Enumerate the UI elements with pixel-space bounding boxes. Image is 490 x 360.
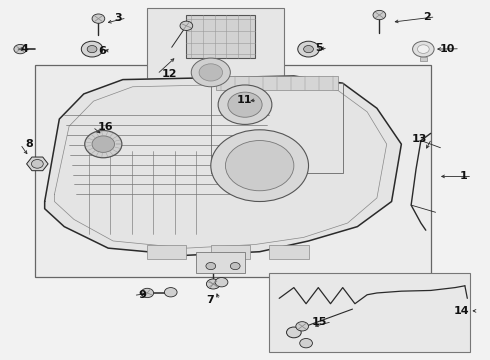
Circle shape [287,327,301,338]
Circle shape [14,44,26,54]
Circle shape [141,288,154,298]
Text: 8: 8 [25,139,33,149]
Polygon shape [45,76,401,255]
Bar [196,252,245,273]
Circle shape [81,41,103,57]
Text: 6: 6 [98,46,106,56]
Circle shape [304,45,314,53]
Circle shape [199,64,222,81]
Bar [147,244,186,259]
Bar [35,65,431,277]
Bar [211,83,343,173]
Circle shape [417,45,429,53]
Bar [147,8,284,101]
Text: 4: 4 [20,44,28,54]
Circle shape [215,278,228,287]
Circle shape [92,14,105,23]
Circle shape [298,41,319,57]
Polygon shape [26,157,48,171]
Circle shape [164,288,177,297]
Text: 1: 1 [460,171,467,181]
Circle shape [191,58,230,87]
Text: 15: 15 [312,317,327,327]
Text: 11: 11 [237,95,252,105]
Circle shape [230,262,240,270]
Circle shape [206,279,220,289]
Circle shape [211,130,309,202]
Circle shape [413,41,434,57]
Circle shape [225,140,294,191]
Circle shape [92,136,115,152]
Circle shape [87,45,97,53]
Circle shape [206,262,216,270]
Circle shape [207,279,220,289]
Bar [270,273,470,352]
Bar [211,244,250,259]
Text: 12: 12 [162,69,177,79]
Circle shape [180,21,193,31]
Circle shape [31,159,43,168]
Bar [186,15,255,58]
Bar [270,244,309,259]
Circle shape [373,10,386,20]
Bar [216,76,338,90]
Text: 9: 9 [139,291,147,301]
Text: 2: 2 [423,12,431,22]
Circle shape [218,85,272,125]
Text: 13: 13 [412,134,427,144]
Bar [420,57,427,60]
Text: 3: 3 [114,13,122,23]
Text: 5: 5 [316,43,323,53]
Circle shape [296,321,309,331]
Circle shape [228,92,262,117]
Text: 7: 7 [206,295,214,305]
Circle shape [300,338,313,348]
Circle shape [85,131,122,158]
Text: 14: 14 [454,306,470,316]
Text: 16: 16 [98,122,113,132]
Text: 10: 10 [440,44,455,54]
